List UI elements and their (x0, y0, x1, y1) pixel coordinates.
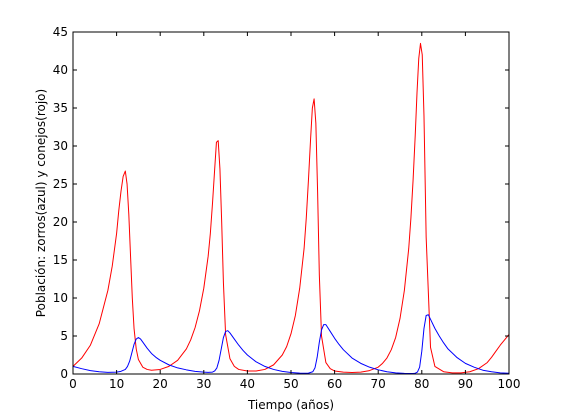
x-tick-label: 100 (498, 377, 521, 391)
y-axis-label: Población: zorros(azul) y conejos(rojo) (34, 89, 48, 317)
x-tick-label: 90 (458, 377, 473, 391)
y-tick-label: 5 (60, 329, 68, 343)
y-tick-label: 40 (53, 63, 68, 77)
y-tick-label: 30 (53, 139, 68, 153)
y-tick-label: 25 (53, 177, 68, 191)
x-tick-label: 20 (153, 377, 168, 391)
x-tick-label: 60 (327, 377, 342, 391)
series-layer (72, 42, 510, 374)
x-tick-label: 0 (69, 377, 77, 391)
y-tick-label: 20 (53, 215, 68, 229)
series-line-foxes-blue (72, 314, 510, 374)
plot-area (73, 32, 509, 374)
x-tick-label: 70 (371, 377, 386, 391)
y-tick-label: 10 (53, 291, 68, 305)
x-tick-label: 80 (414, 377, 429, 391)
x-tick-label: 30 (196, 377, 211, 391)
series-line-rabbits-red (72, 42, 510, 374)
x-tick-label: 40 (240, 377, 255, 391)
x-tick-label: 10 (109, 377, 124, 391)
y-tick-label: 15 (53, 253, 68, 267)
x-axis-label: Tiempo (años) (247, 398, 334, 412)
y-tick-label: 0 (60, 367, 68, 381)
y-tick-label: 45 (53, 25, 68, 39)
y-tick-label: 35 (53, 101, 68, 115)
ticks-layer: 0 10 20 30 40 50 60 70 80 90 100 0 5 10 15 20 25 30 35 40 45 (53, 25, 521, 391)
x-tick-label: 50 (283, 377, 298, 391)
